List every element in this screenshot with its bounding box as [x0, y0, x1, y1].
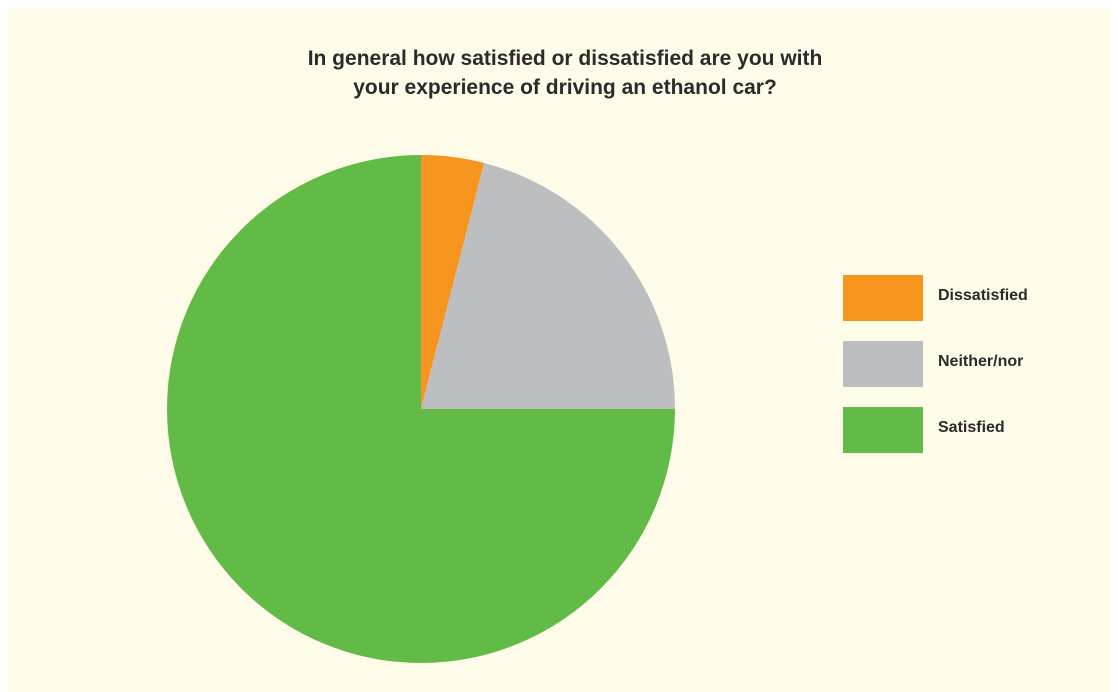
legend-swatch-neither-nor: [843, 341, 923, 387]
legend-swatch-dissatisfied: [843, 275, 923, 321]
legend-item-dissatisfied: Dissatisfied: [843, 275, 1083, 321]
legend-label-dissatisfied: Dissatisfied: [938, 287, 1028, 304]
legend-swatch-satisfied: [843, 407, 923, 453]
legend-item-satisfied: Satisfied: [843, 407, 1083, 453]
chart-title-line-2: your experience of driving an ethanol ca…: [353, 76, 777, 99]
pie-slice-neither-nor: [421, 162, 675, 409]
chart-title: In general how satisfied or dissatisfied…: [0, 44, 1118, 102]
chart-title-line-1: In general how satisfied or dissatisfied…: [307, 47, 823, 70]
pie-slice-satisfied: [167, 155, 675, 663]
legend-label-satisfied: Satisfied: [938, 419, 1005, 436]
pie-slice-dissatisfied: [421, 155, 485, 409]
legend-label-neither-nor: Neither/nor: [938, 353, 1024, 370]
legend-item-neither-nor: Neither/nor: [843, 341, 1083, 387]
